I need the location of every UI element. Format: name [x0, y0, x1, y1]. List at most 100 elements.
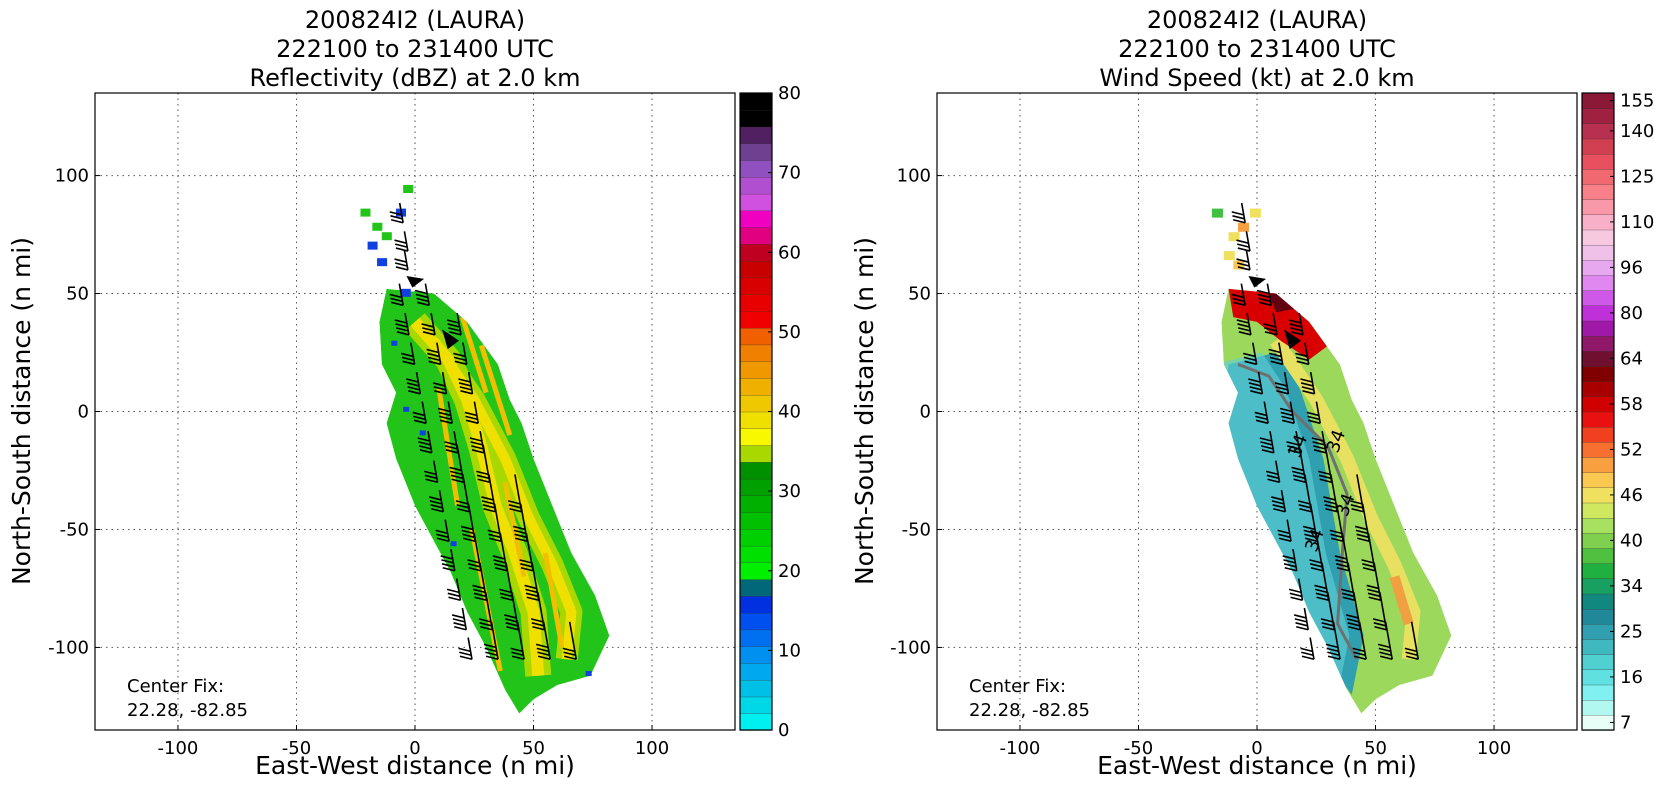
reflectivity-barb-feather: [537, 655, 551, 660]
wind-speed-barb-feather: [1271, 500, 1285, 505]
reflectivity-barb-feather: [482, 504, 495, 509]
reflectivity-barb-feather: [417, 301, 430, 307]
reflectivity-barb-feather: [456, 504, 469, 509]
wind-speed-barb-feather: [1297, 500, 1311, 505]
wind-speed-barb-feather: [1341, 592, 1355, 598]
reflectivity-plot-area: -100 -50 0 50 100 100 50 0 -50 -100: [48, 93, 735, 759]
wind-speed-barb-feather: [1290, 596, 1303, 602]
wind-speed-barb-feather: [1311, 437, 1325, 442]
reflectivity-barb-feather: [444, 441, 457, 446]
wind-speed-barb-feather: [1282, 555, 1295, 560]
wind-speed-barb-feather: [1322, 625, 1335, 631]
wind-speed-barb-feather: [1304, 537, 1318, 543]
wind-speed-colorbar-bin: [1581, 456, 1615, 473]
reflectivity-colorbar-bin: [739, 646, 773, 664]
wind-speed-barb-shaft: [1358, 621, 1367, 660]
wind-speed-colorbar-bin: [1581, 229, 1615, 246]
reflectivity-colorbar-tick-label: 50: [778, 322, 801, 343]
wind-speed-barb-feather: [1318, 470, 1331, 476]
reflectivity-xlabel: East-West distance (n mi): [255, 751, 575, 780]
wind-speed-colorbar-frame: [1581, 92, 1615, 731]
wind-speed-barb-feather: [1315, 592, 1329, 598]
wind-echo-cell: [1249, 208, 1261, 218]
wind-speed-barb-feather: [1320, 618, 1334, 623]
wind-speed-colorbar-bin: [1581, 320, 1615, 337]
reflectivity-barb-feather: [462, 537, 476, 543]
reflectivity-weak-echo: [585, 671, 592, 677]
reflectivity-colorbar-bin: [739, 126, 773, 144]
reflectivity-barb-feather: [395, 266, 409, 271]
wind-speed-barb-feather: [1237, 266, 1251, 271]
wind-speed-colorbar-bin: [1581, 153, 1615, 170]
wind-echo-cell: [1223, 251, 1235, 261]
reflectivity-colorbar-bin: [739, 545, 773, 564]
reflectivity-barb-feather: [412, 411, 425, 417]
reflectivity-barb-feather: [451, 478, 464, 484]
wind-speed-barb-shaft: [1304, 342, 1310, 365]
wind-speed-ytick-label: 0: [920, 402, 931, 423]
reflectivity-barb-feather: [419, 449, 433, 454]
wind-speed-colorbar-bin: [1581, 381, 1615, 397]
reflectivity-streak: [460, 316, 489, 394]
reflectivity-barb-feather: [471, 445, 484, 450]
reflectivity-colorbar-bin: [739, 210, 773, 228]
reflectivity-ylabel: North-South distance (n mi): [7, 237, 36, 585]
reflectivity-barb-feather: [390, 215, 403, 220]
wind-speed-barb-feather: [1373, 622, 1386, 627]
reflectivity-colorbar-bin: [739, 310, 773, 329]
reflectivity-barb-feather: [500, 596, 513, 602]
wind-speed-barb-feather: [1269, 352, 1282, 358]
reflectivity-barb-shaft: [473, 401, 480, 424]
reflectivity-barb-feather: [448, 327, 461, 332]
wind-speed-barb-feather: [1260, 445, 1274, 450]
reflectivity-barb-shaft: [456, 313, 462, 335]
reflectivity-colorbar-tick-label: 10: [778, 640, 801, 661]
reflectivity-barb-feather: [429, 500, 443, 505]
reflectivity-panel: 200824I2 (LAURA) 222100 to 231400 UTC Re…: [7, 6, 801, 780]
reflectivity-barb-feather: [511, 655, 525, 660]
wind-speed-barb-feather: [1291, 466, 1304, 472]
wind-speed-colorbar-tick-label: 64: [1620, 348, 1643, 369]
reflectivity-barb-feather: [394, 258, 407, 263]
wind-speed-barb-feather: [1309, 559, 1322, 564]
reflectivity-colorbar-bin: [739, 495, 773, 513]
wind-speed-barb-feather: [1264, 327, 1277, 332]
reflectivity-barb-feather: [459, 386, 473, 391]
wind-speed-colorbar-bin: [1581, 199, 1615, 215]
wind-speed-barb-feather: [1341, 588, 1354, 594]
reflectivity-barb-feather: [531, 622, 544, 627]
reflectivity-barb-feather: [431, 507, 444, 513]
reflectivity-barb-feather: [417, 437, 430, 442]
reflectivity-barb-feather: [427, 352, 440, 358]
wind-speed-barb-shaft: [1309, 637, 1315, 660]
wind-speed-barb-feather: [1256, 289, 1270, 295]
reflectivity-streak: [478, 344, 513, 436]
wind-speed-barb-feather: [1336, 563, 1349, 568]
wind-speed-colorbar-bin: [1581, 654, 1615, 670]
wind-speed-barb-shaft: [1315, 401, 1322, 424]
reflectivity-barb-shaft: [415, 372, 422, 394]
wind-speed-colorbar-bin: [1581, 259, 1615, 276]
reflectivity-echo-cell: [367, 241, 378, 250]
wind-speed-barb-feather: [1354, 525, 1368, 531]
reflectivity-barb-feather: [447, 323, 460, 328]
reflectivity-barb-feather: [454, 625, 467, 631]
wind-red-cap: [1228, 288, 1329, 360]
reflectivity-colorbar-bin: [739, 260, 773, 279]
wind-speed-barb-feather: [1232, 297, 1245, 303]
wind-title-line-1: 200824I2 (LAURA): [1147, 6, 1367, 34]
wind-speed-barb-feather: [1323, 496, 1336, 501]
reflectivity-xtick-label: 100: [635, 738, 669, 759]
reflectivity-barb-feather: [452, 618, 466, 623]
reflectivity-barb-feather: [481, 500, 495, 505]
wind-speed-ylabel: North-South distance (n mi): [850, 237, 879, 585]
wind-speed-barb-feather: [1348, 625, 1361, 631]
wind-speed-barb-feather: [1243, 352, 1256, 358]
reflectivity-barb-shaft: [516, 621, 525, 660]
reflectivity-barb-shaft: [542, 621, 551, 660]
wind-speed-barb-shaft: [1309, 372, 1316, 394]
reflectivity-barb-feather: [511, 651, 524, 657]
wind-speed-barb-feather: [1296, 360, 1309, 366]
wind-speed-swath: [1221, 288, 1452, 714]
